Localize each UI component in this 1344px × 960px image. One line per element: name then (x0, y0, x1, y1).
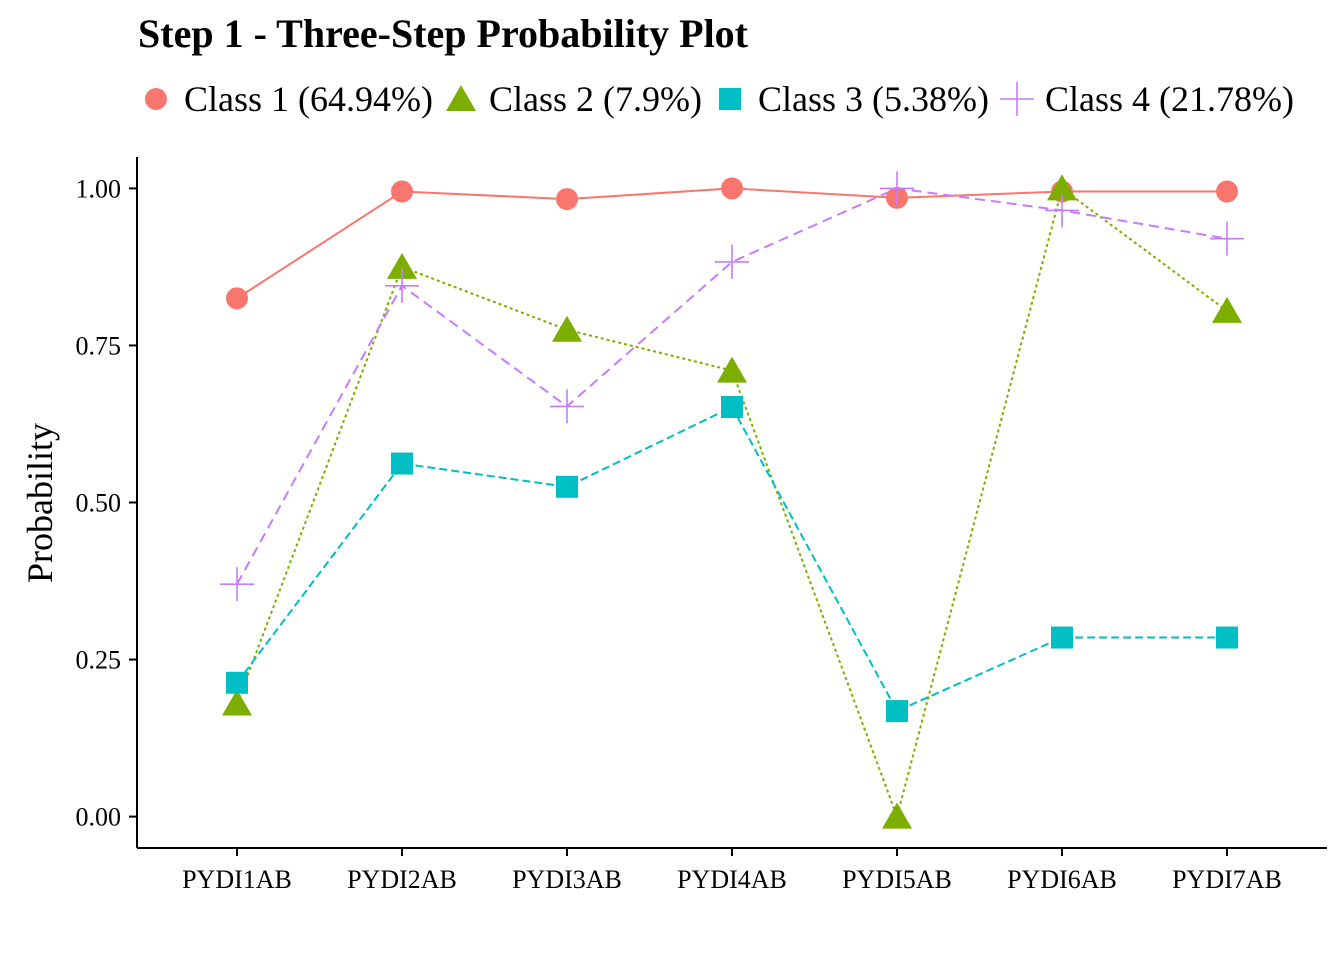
series-2-point (1047, 174, 1077, 201)
series-2-point (882, 802, 912, 829)
legend-label: Class 2 (7.9%) (488, 79, 702, 119)
series-1-point (556, 188, 578, 211)
y-tick-label: 0.00 (76, 803, 122, 832)
x-tick-label: PYDI1AB (182, 865, 292, 894)
series-1-point (1216, 180, 1238, 203)
legend-item-class-2: Class 2 (7.9%) (443, 78, 702, 120)
legend-item-class-4: Class 4 (21.78%) (999, 78, 1294, 120)
y-tick-label: 1.00 (76, 174, 122, 203)
series-4-point (550, 389, 584, 424)
series-3-point (391, 452, 413, 475)
series-2-point (1212, 296, 1242, 323)
x-tick-label: PYDI4AB (677, 865, 787, 894)
series-2-line (236, 186, 1228, 820)
x-tick-label: PYDI5AB (842, 865, 952, 894)
series-3-point (1216, 626, 1238, 649)
series-4-point (880, 171, 914, 206)
series-2-point (387, 252, 417, 279)
legend-marker (445, 85, 476, 111)
legend-label: Class 4 (21.78%) (1044, 79, 1294, 119)
series-4-point (715, 244, 749, 279)
y-tick-label: 0.25 (76, 646, 122, 675)
legend-key-circle (145, 88, 167, 110)
series-3-point (886, 700, 908, 723)
legend-marker (718, 88, 741, 110)
series-2-point (222, 689, 252, 716)
series-3-point (226, 671, 248, 694)
series-3-point (1051, 626, 1073, 649)
series-1-point (391, 180, 413, 203)
series-4-point (385, 268, 419, 303)
series-4-point (1210, 221, 1244, 256)
y-tick-label: 0.50 (76, 489, 122, 518)
legend-key-square (718, 88, 741, 110)
x-tick-label: PYDI2AB (347, 865, 457, 894)
legend-item-class-3: Class 3 (5.38%) (712, 78, 989, 120)
x-tick-label: PYDI7AB (1172, 865, 1282, 894)
series-1-line (236, 187, 1227, 300)
series-2-point (552, 315, 582, 342)
legend: Class 1 (64.94%) Class 2 (7.9%) Class 3 (5… (138, 78, 1344, 126)
x-tick-label: PYDI3AB (512, 865, 622, 894)
legend-key-triangle (445, 85, 476, 111)
legend-marker (999, 82, 1034, 116)
series-3-point (721, 396, 743, 419)
series-1-point (721, 177, 743, 200)
series-3-line (236, 405, 1227, 713)
legend-item-class-1: Class 1 (64.94%) (138, 78, 433, 120)
chart-title: Step 1 - Three-Step Probability Plot (138, 11, 748, 56)
series-4-point (1045, 193, 1079, 228)
series-1-point (226, 287, 248, 310)
y-tick-label: 0.75 (76, 331, 122, 360)
legend-label: Class 1 (64.94%) (184, 79, 433, 119)
series-2-point (717, 356, 747, 383)
series-4-point (220, 567, 254, 602)
series-3-point (556, 475, 578, 498)
legend-marker (145, 88, 167, 110)
legend-label: Class 3 (5.38%) (757, 79, 989, 119)
legend-key-plus (999, 82, 1034, 116)
x-tick-label: PYDI6AB (1007, 865, 1117, 894)
